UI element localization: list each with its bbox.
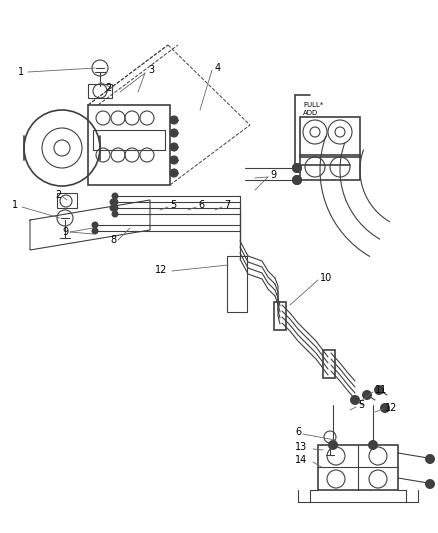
Text: 1: 1	[12, 200, 18, 210]
Bar	[57, 193, 77, 208]
Bar	[300, 117, 360, 157]
Circle shape	[328, 440, 338, 450]
Bar	[323, 350, 335, 378]
Circle shape	[170, 169, 178, 177]
Text: 5: 5	[358, 400, 364, 410]
Text: 6: 6	[198, 200, 204, 210]
Circle shape	[92, 222, 99, 229]
Circle shape	[112, 211, 119, 217]
Text: 4: 4	[215, 63, 221, 73]
Circle shape	[92, 228, 99, 235]
Circle shape	[292, 175, 302, 185]
Circle shape	[112, 198, 119, 206]
Circle shape	[292, 163, 302, 173]
Text: FULL*: FULL*	[303, 102, 323, 108]
Circle shape	[110, 205, 117, 212]
Circle shape	[350, 395, 360, 405]
Bar	[227, 256, 247, 312]
Text: 2: 2	[105, 83, 111, 93]
Text: 2: 2	[55, 190, 61, 200]
Text: 1: 1	[18, 67, 24, 77]
Bar	[88, 84, 112, 98]
Circle shape	[170, 156, 178, 164]
Circle shape	[362, 390, 372, 400]
Text: 10: 10	[320, 273, 332, 283]
Text: 13: 13	[295, 442, 307, 452]
Circle shape	[425, 454, 435, 464]
Text: 7: 7	[224, 200, 230, 210]
Bar	[300, 155, 360, 180]
Bar	[88, 105, 170, 185]
Circle shape	[292, 163, 302, 173]
Text: 14: 14	[295, 455, 307, 465]
Circle shape	[380, 403, 390, 413]
Circle shape	[170, 116, 178, 124]
Circle shape	[112, 192, 119, 199]
Text: 6: 6	[295, 427, 301, 437]
Circle shape	[110, 198, 117, 206]
Text: 9: 9	[62, 227, 68, 237]
Circle shape	[112, 205, 119, 212]
Text: 3: 3	[148, 65, 154, 75]
Text: 9: 9	[270, 170, 276, 180]
Circle shape	[292, 175, 302, 185]
Circle shape	[374, 385, 384, 395]
Bar	[274, 302, 286, 330]
Text: 5: 5	[170, 200, 176, 210]
Text: 8: 8	[110, 235, 116, 245]
Text: 12: 12	[385, 403, 397, 413]
Circle shape	[368, 440, 378, 450]
Circle shape	[170, 143, 178, 151]
Circle shape	[425, 479, 435, 489]
Circle shape	[170, 129, 178, 137]
Text: 12: 12	[155, 265, 167, 275]
Bar	[318, 445, 398, 490]
Text: ADD: ADD	[303, 110, 318, 116]
Text: 11: 11	[375, 385, 387, 395]
